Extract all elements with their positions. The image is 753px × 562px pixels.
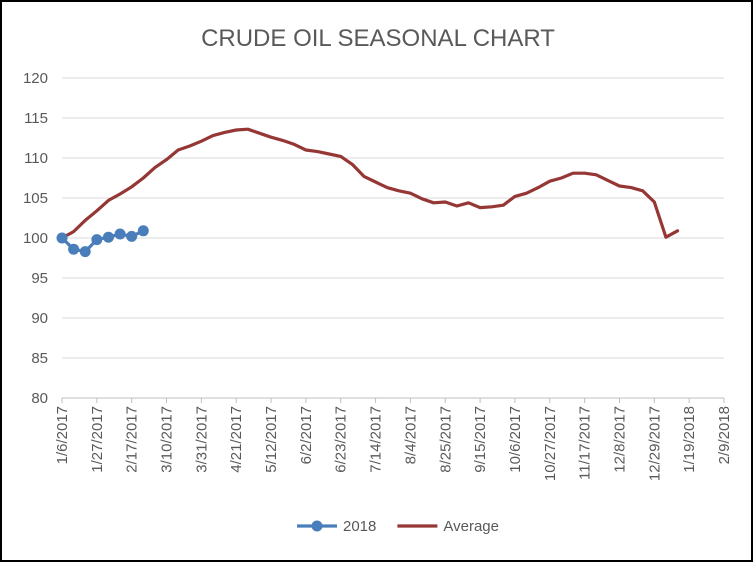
x-tick-label: 10/27/2017 bbox=[542, 406, 559, 481]
y-tick-label: 110 bbox=[24, 150, 48, 167]
x-tick-label: 12/8/2017 bbox=[611, 406, 628, 473]
legend: 2018 Average bbox=[297, 518, 499, 535]
x-tick-label: 1/6/2017 bbox=[54, 406, 71, 464]
series-point-2018 bbox=[137, 225, 149, 237]
y-tick-label: 90 bbox=[31, 310, 48, 327]
x-tick-label: 1/19/2018 bbox=[681, 406, 698, 473]
x-tick-label: 4/21/2017 bbox=[228, 406, 245, 473]
x-tick-label: 7/14/2017 bbox=[368, 406, 385, 473]
chart-title: CRUDE OIL SEASONAL CHART bbox=[201, 25, 555, 52]
series-line-average bbox=[60, 127, 680, 240]
y-tick-label: 95 bbox=[31, 270, 48, 287]
series-point-2018 bbox=[68, 243, 80, 255]
x-tick-label: 12/29/2017 bbox=[646, 406, 663, 481]
x-axis-tick-labels: 1/6/2017 1/27/2017 2/17/2017 3/10/2017 3/31/… bbox=[54, 406, 733, 481]
gridlines bbox=[62, 77, 724, 359]
x-tick-label: 10/6/2017 bbox=[507, 406, 524, 473]
x-tick-label: 6/2/2017 bbox=[298, 406, 315, 464]
y-tick-label: 85 bbox=[31, 350, 48, 367]
y-tick-label: 120 bbox=[23, 70, 48, 87]
series-group bbox=[56, 127, 680, 258]
y-tick-label: 115 bbox=[24, 110, 48, 127]
x-tick-label: 9/15/2017 bbox=[472, 406, 489, 473]
series-point-2018 bbox=[102, 231, 114, 243]
series-point-2018 bbox=[91, 234, 103, 246]
series-point-2018 bbox=[56, 232, 68, 244]
x-tick-label: 2/17/2017 bbox=[124, 406, 141, 473]
y-tick-label: 105 bbox=[23, 190, 48, 207]
legend-label-2018: 2018 bbox=[343, 518, 376, 535]
x-tick-label: 1/27/2017 bbox=[89, 406, 106, 473]
y-tick-label: 100 bbox=[23, 230, 48, 247]
x-tick-label: 2/9/2018 bbox=[716, 406, 733, 464]
legend-marker-2018 bbox=[311, 520, 323, 532]
x-tick-label: 8/25/2017 bbox=[437, 406, 454, 473]
y-axis-tick-labels: 80 85 90 95 100 105 110 115 120 bbox=[23, 70, 48, 407]
x-tick-label: 5/12/2017 bbox=[263, 406, 280, 473]
legend-label-average: Average bbox=[443, 518, 499, 535]
x-tick-label: 6/23/2017 bbox=[333, 406, 350, 473]
series-point-2018 bbox=[126, 230, 138, 242]
series-point-2018 bbox=[79, 246, 91, 258]
x-tick-label: 11/17/2017 bbox=[577, 406, 594, 480]
series-point-2018 bbox=[114, 228, 126, 240]
x-tick-label: 3/31/2017 bbox=[193, 406, 210, 473]
x-tick-label: 3/10/2017 bbox=[159, 406, 176, 473]
x-tick-label: 8/4/2017 bbox=[402, 406, 419, 464]
y-tick-label: 80 bbox=[31, 390, 48, 407]
x-axis bbox=[61, 397, 725, 403]
